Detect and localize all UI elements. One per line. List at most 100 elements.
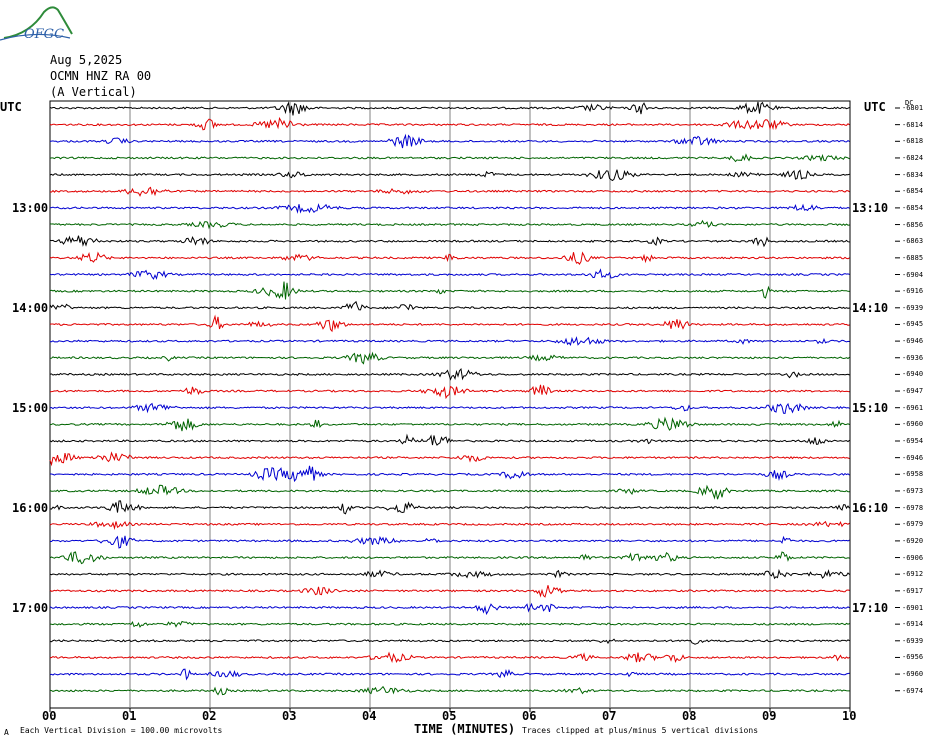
seismic-trace xyxy=(49,585,850,598)
hour-label-left: 14:00 xyxy=(12,300,49,315)
x-tick-label: 08 xyxy=(682,709,697,723)
dc-offset-label: -6912 xyxy=(902,570,924,579)
hour-label-right: 13:10 xyxy=(852,200,889,215)
seismic-trace xyxy=(49,281,850,300)
x-tick-label: 09 xyxy=(762,709,777,723)
seismic-trace xyxy=(49,651,850,664)
x-tick-label: 04 xyxy=(362,709,377,723)
seismic-trace xyxy=(49,520,850,531)
dc-offset-label: -6956 xyxy=(902,653,924,662)
dc-offset-label: -6978 xyxy=(902,503,924,512)
dc-offset-label: -6854 xyxy=(902,203,924,212)
seismic-trace xyxy=(49,153,850,163)
dc-offset-label: -6814 xyxy=(902,120,924,129)
hour-label-right: 14:10 xyxy=(852,300,889,315)
dc-offset-label: -6801 xyxy=(902,104,924,112)
dc-offset-label: -6920 xyxy=(902,536,924,545)
dc-offset-label: -6939 xyxy=(902,303,924,312)
seismic-trace xyxy=(49,368,850,381)
seismic-trace xyxy=(50,465,850,483)
dc-offset-label: -6914 xyxy=(902,620,924,629)
x-tick-label: 01 xyxy=(122,709,137,723)
dc-offset-label: -6917 xyxy=(902,586,924,595)
seismic-trace xyxy=(49,351,850,365)
seismic-trace xyxy=(49,384,850,400)
dc-offset-label: -6936 xyxy=(902,353,924,362)
dc-offset-label: -6958 xyxy=(902,470,924,479)
utc-right-label: UTC xyxy=(864,100,886,114)
logo-text: OFGC xyxy=(24,27,65,42)
seismic-trace xyxy=(49,685,850,696)
seismic-trace xyxy=(49,638,850,645)
seismic-trace xyxy=(49,251,850,265)
corner-mark: A xyxy=(4,728,9,737)
header-date: Aug 5,2025 xyxy=(50,53,123,67)
dc-label: DC xyxy=(905,99,914,107)
hour-label-left: 13:00 xyxy=(12,200,49,215)
hour-label-left: 17:00 xyxy=(12,600,49,615)
hour-label-right: 15:10 xyxy=(852,400,889,415)
seismic-trace xyxy=(49,169,850,182)
seismic-trace xyxy=(50,535,850,549)
seismic-trace xyxy=(49,336,850,346)
dc-offset-label: -6974 xyxy=(902,686,924,695)
dc-offset-label: -6954 xyxy=(902,437,924,445)
dc-offset-label: -6834 xyxy=(902,170,924,179)
seismic-trace xyxy=(49,484,850,500)
seismic-trace xyxy=(49,101,850,116)
dc-offset-label: -6946 xyxy=(902,337,924,346)
dc-offset-label: -6904 xyxy=(902,270,924,279)
dc-offset-label: -6854 xyxy=(902,187,924,196)
seismic-trace xyxy=(49,433,850,446)
seismic-trace xyxy=(49,186,850,197)
seismic-trace xyxy=(49,219,850,230)
dc-offset-label: -6885 xyxy=(902,253,924,262)
dc-offset-label: -6818 xyxy=(902,137,924,146)
dc-offset-label: -6939 xyxy=(902,636,924,645)
x-tick-label: 02 xyxy=(202,709,217,723)
seismic-trace xyxy=(49,500,850,515)
seismic-trace xyxy=(49,568,850,580)
dc-offset-label: -6979 xyxy=(902,520,924,529)
dc-offset-label: -6906 xyxy=(902,553,924,562)
x-axis-title: TIME (MINUTES) xyxy=(414,722,516,736)
hour-label-left: 15:00 xyxy=(12,400,49,415)
x-tick-label: 03 xyxy=(282,709,297,723)
seismic-trace xyxy=(49,300,850,311)
mountain-logo-icon xyxy=(0,6,73,41)
footnote-right: Traces clipped at plus/minus 5 vertical … xyxy=(522,726,759,735)
dc-offset-label: -6863 xyxy=(902,237,924,246)
dc-offset-label: -6946 xyxy=(902,453,924,462)
seismic-trace xyxy=(49,203,850,214)
dc-offset-label: -6940 xyxy=(902,370,924,379)
seismic-trace xyxy=(49,416,850,432)
x-tick-label: 06 xyxy=(522,709,537,723)
dc-offset-label: -6947 xyxy=(902,387,924,396)
seismic-trace xyxy=(49,620,850,628)
dc-offset-label: -6973 xyxy=(902,486,924,495)
dc-offset-label: -6916 xyxy=(902,287,924,296)
dc-offset-label: -6960 xyxy=(902,420,924,429)
x-tick-label: 05 xyxy=(442,709,457,723)
seismic-trace xyxy=(49,551,850,565)
x-tick-label: 00 xyxy=(42,709,57,723)
hour-label-right: 17:10 xyxy=(852,600,889,615)
dc-offset-label: -6961 xyxy=(902,403,924,412)
hour-label-left: 16:00 xyxy=(12,500,49,515)
dc-offset-label: -6945 xyxy=(902,320,924,329)
header-component: (A Vertical) xyxy=(50,85,137,99)
seismic-trace xyxy=(49,668,850,681)
seismic-trace xyxy=(49,402,850,414)
seismic-trace xyxy=(49,235,850,248)
seismic-trace xyxy=(49,133,850,149)
seismic-trace xyxy=(49,116,850,131)
x-tick-label: 10 xyxy=(842,709,857,723)
seismic-trace xyxy=(49,602,850,616)
dc-offset-label: -6960 xyxy=(902,670,924,679)
hour-label-right: 16:10 xyxy=(852,500,889,515)
dc-offset-label: -6856 xyxy=(902,220,924,229)
seismic-trace xyxy=(49,268,850,280)
footnote-left: Each Vertical Division = 100.00 microvol… xyxy=(20,726,223,735)
seismic-trace xyxy=(49,314,850,333)
